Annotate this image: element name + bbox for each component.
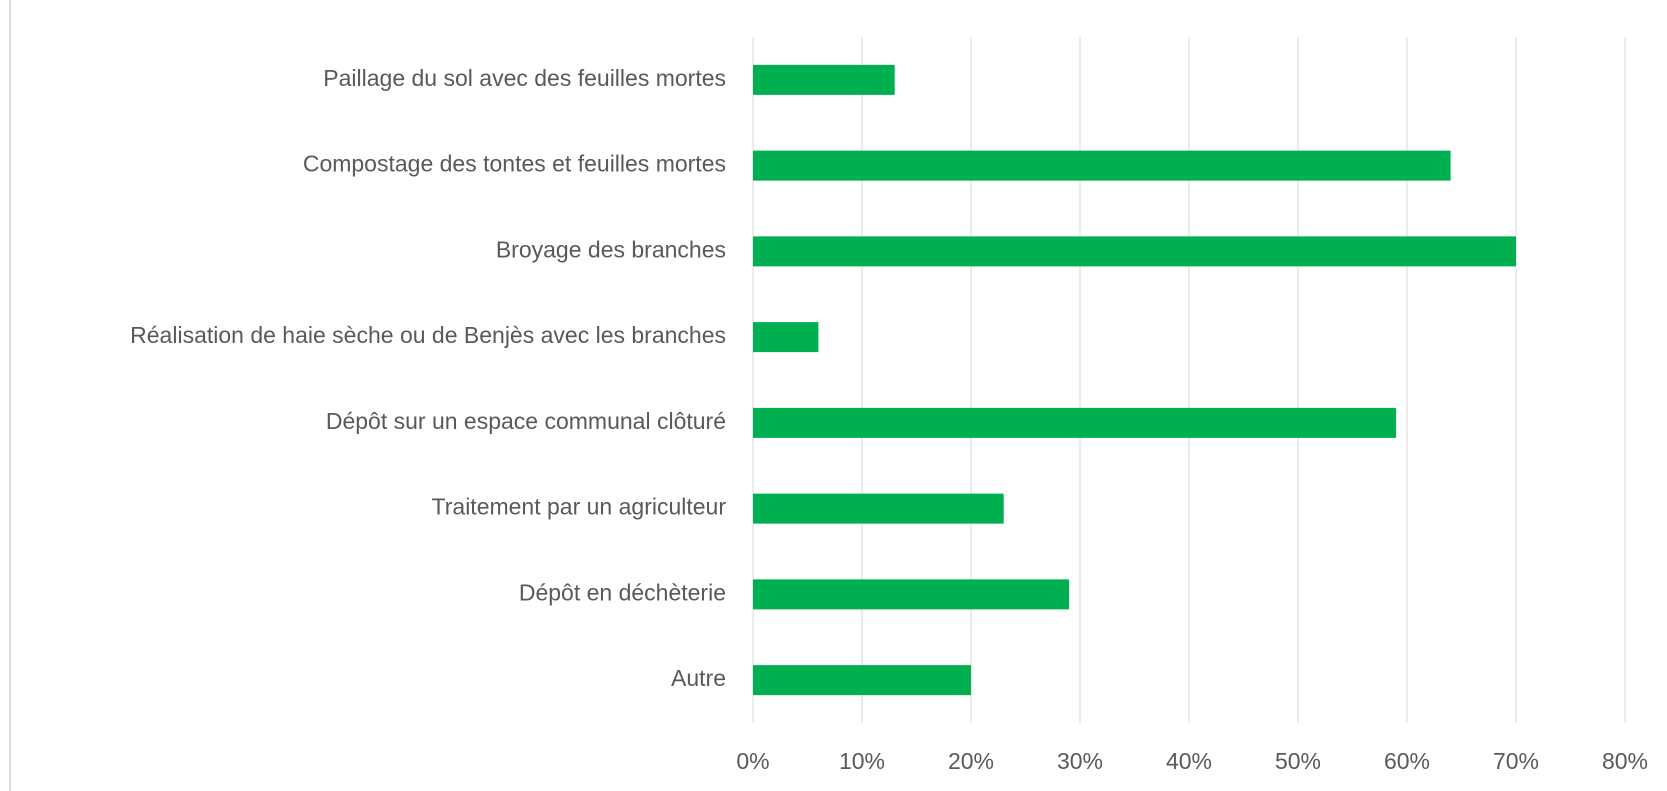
y-tick-label: Compostage des tontes et feuilles mortes [303, 151, 726, 177]
bar [753, 665, 971, 696]
bar [753, 64, 895, 95]
y-tick-label: Réalisation de haie sèche ou de Benjès a… [130, 322, 726, 348]
bar [753, 150, 1451, 181]
x-tick-label: 10% [839, 748, 885, 774]
bar [753, 236, 1516, 267]
x-tick-label: 80% [1602, 748, 1648, 774]
x-tick-label: 0% [736, 748, 769, 774]
bar [753, 493, 1004, 524]
y-tick-label: Dépôt en déchèterie [519, 579, 726, 605]
x-tick-label: 70% [1493, 748, 1539, 774]
x-tick-label: 60% [1384, 748, 1430, 774]
y-tick-label: Dépôt sur un espace communal clôturé [326, 408, 726, 434]
y-tick-label: Broyage des branches [496, 236, 726, 262]
bar [753, 322, 819, 353]
x-tick-label: 30% [1057, 748, 1103, 774]
y-tick-label: Autre [671, 665, 726, 691]
bar [753, 579, 1070, 610]
bar [753, 407, 1397, 438]
x-tick-label: 50% [1275, 748, 1321, 774]
x-tick-label: 40% [1166, 748, 1212, 774]
y-tick-label: Paillage du sol avec des feuilles mortes [323, 65, 726, 91]
x-tick-label: 20% [948, 748, 994, 774]
y-tick-label: Traitement par un agriculteur [432, 494, 727, 520]
